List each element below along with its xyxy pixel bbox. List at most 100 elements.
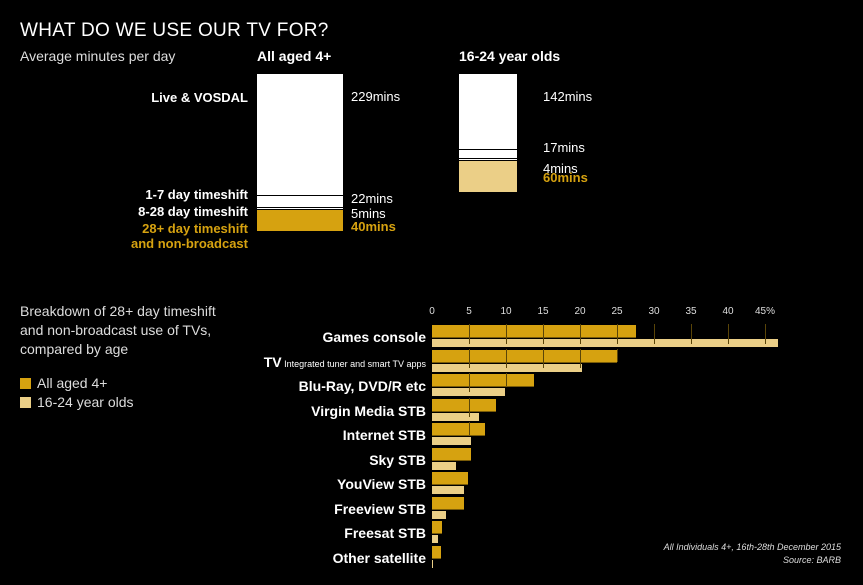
gridline (765, 324, 766, 344)
value-label: 22mins (351, 191, 393, 207)
category-name: Blu-Ray, DVD/R etc (298, 378, 426, 394)
gridline (469, 324, 470, 344)
gridline (728, 324, 729, 344)
chart-title: WHAT DO WE USE OUR TV FOR? (20, 20, 329, 41)
footnote: All Individuals 4+, 16th-28th December 2… (664, 541, 841, 567)
bar-all-4plus (432, 472, 469, 485)
bar-16-24 (432, 461, 456, 470)
bar-all-4plus (432, 423, 486, 436)
bar-all-4plus (432, 374, 535, 387)
x-tick-label: 10 (500, 306, 512, 317)
x-tick-label: 25 (611, 306, 623, 317)
bar-16-24 (432, 388, 506, 396)
category-name: YouView STB (337, 476, 426, 492)
x-tick-label: 30 (648, 306, 660, 317)
category-name: Freesat STB (344, 525, 426, 541)
x-tick-label: 15 (537, 306, 549, 317)
legend-label: All aged 4+ (37, 375, 108, 391)
bar-16-24 (432, 510, 447, 519)
bar-all-4plus (432, 447, 472, 461)
stacked-segment (459, 149, 517, 158)
x-tick-label: 45% (754, 306, 776, 317)
x-tick-label: 35 (685, 306, 697, 317)
bar-all-4plus (432, 398, 496, 412)
category-name: Freeview STB (334, 500, 426, 517)
category-note: Integrated tuner and smart TV apps (281, 358, 426, 369)
gridline (543, 349, 544, 368)
category-name: Internet STB (342, 427, 426, 443)
bar-all-4plus (432, 545, 441, 559)
x-tick-label: 5 (466, 306, 472, 317)
legend-young: 16-24 year olds (20, 394, 134, 410)
stacked-segment (257, 74, 343, 196)
category-name: Virgin Media STB (311, 402, 426, 419)
bar-all-4plus (432, 496, 464, 510)
bar-16-24 (432, 363, 583, 372)
legend-label: 16-24 year olds (37, 394, 134, 410)
gridline (543, 324, 544, 344)
category-name: TV (263, 353, 282, 370)
gridline (617, 324, 618, 344)
category-label: 1-7 day timeshift (145, 187, 248, 202)
category-label: TV Integrated tuner and smart TV apps (264, 354, 426, 370)
category-label: Sky STB (369, 452, 426, 468)
category-name: Other satellite (332, 549, 426, 566)
stacked-segment (257, 196, 343, 207)
stacked-segment (459, 160, 517, 192)
bar-16-24 (432, 486, 464, 494)
value-label: 229mins (351, 89, 401, 104)
stacked-segment (257, 210, 343, 231)
legend-swatch (20, 396, 31, 408)
value-label: 5mins (351, 205, 386, 221)
footnote-source: Source: BARB (782, 555, 841, 565)
legend-swatch (20, 377, 31, 389)
stacked-segment (257, 207, 343, 210)
category-name: Games console (322, 329, 427, 345)
category-label: Blu-Ray, DVD/R etc (299, 378, 426, 394)
category-label: Live & VOSDAL (151, 90, 248, 105)
group-title-young: 16-24 year olds (459, 48, 561, 64)
bar-all-4plus (432, 349, 617, 363)
chart-subtitle: Average minutes per day (20, 48, 176, 64)
gridline (617, 349, 618, 362)
bar-16-24 (432, 437, 472, 445)
bar-16-24 (432, 535, 438, 543)
value-label: 17mins (543, 139, 585, 155)
value-label: 40mins (351, 219, 396, 235)
category-label: Games console (323, 329, 427, 345)
category-label: Other satellite (333, 550, 426, 566)
category-label: Virgin Media STB (311, 403, 426, 419)
footnote-line: All Individuals 4+, 16th-28th December 2… (663, 542, 841, 552)
stacked-segment (459, 74, 517, 149)
bar-16-24 (432, 559, 434, 568)
gridline (469, 349, 470, 368)
category-label: and non-broadcast (130, 236, 248, 251)
category-label: Freesat STB (344, 525, 426, 541)
gridline (580, 324, 581, 344)
bar-16-24 (432, 412, 480, 421)
x-tick-label: 0 (429, 306, 435, 317)
category-label: Internet STB (343, 427, 426, 443)
category-label: 8-28 day timeshift (138, 204, 248, 219)
category-name: Sky STB (369, 451, 426, 468)
stacked-segment (459, 158, 517, 160)
gridline (580, 349, 581, 368)
gridline (506, 349, 507, 368)
gridline (469, 422, 470, 435)
gridline (691, 324, 692, 344)
category-label: YouView STB (337, 476, 426, 492)
value-label: 60mins (543, 169, 588, 185)
x-tick-label: 40 (722, 306, 734, 317)
category-label: 28+ day timeshift (142, 221, 248, 236)
gridline (469, 398, 470, 417)
bar-all-4plus (432, 325, 637, 338)
gridline (654, 324, 655, 344)
bar-16-24 (432, 339, 779, 347)
desc-line: compared by age (20, 341, 129, 357)
gridline (506, 373, 507, 386)
value-label: 142mins (543, 89, 593, 104)
gridline (506, 324, 507, 344)
bar-all-4plus (432, 521, 443, 534)
legend-all: All aged 4+ (20, 375, 107, 391)
x-tick-label: 20 (574, 306, 586, 317)
